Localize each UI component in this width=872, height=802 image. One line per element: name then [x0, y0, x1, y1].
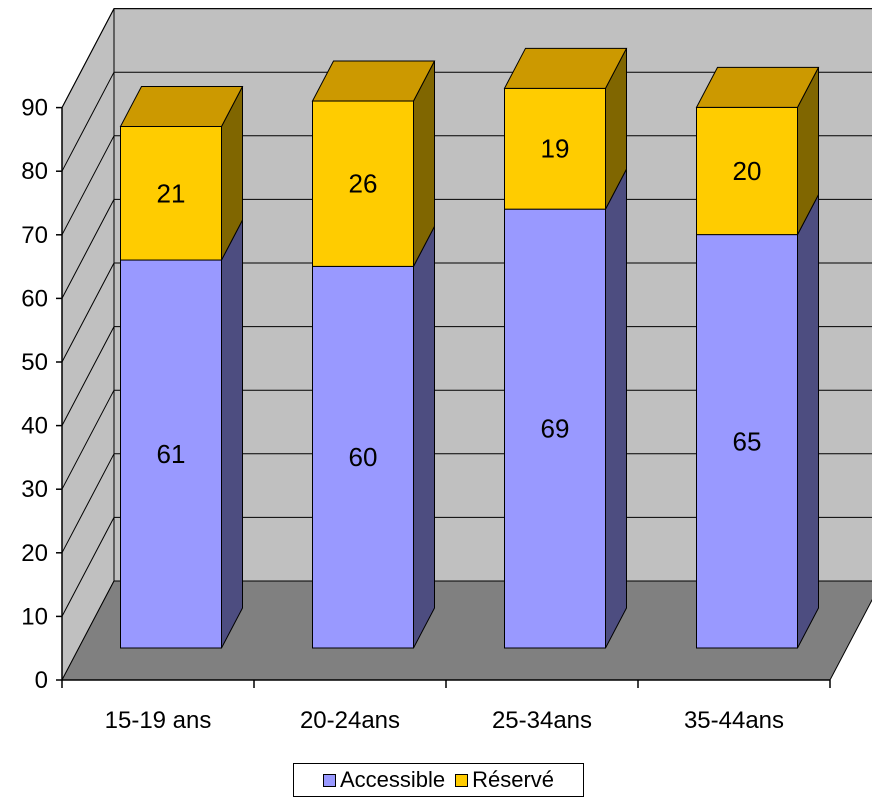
data-labels: 61 21 60 26 69 19 65 20: [157, 134, 762, 472]
legend-label-reserve: Réservé: [472, 767, 555, 792]
data-label-accessible-2: 69: [541, 414, 570, 444]
gridline-side: [61, 326, 115, 426]
bar-accessible-0: [120, 259, 222, 649]
gridline-side: [61, 262, 115, 363]
gridline-side: [61, 8, 115, 108]
chart-walls: [61, 8, 872, 681]
x-tick-label: 20-24ans: [300, 707, 400, 734]
bars: [119, 47, 820, 649]
gridline-side: [61, 199, 115, 299]
bar-rserv-2: [504, 87, 606, 210]
gridline-side: [61, 389, 115, 490]
bar-accessible-3: [696, 234, 798, 649]
x-tick-label: 35-44ans: [684, 707, 784, 734]
tick-labels: 0 10 20 30 40 50 60 70 80 90 15-19 ans 20-24ans 25-3…: [21, 95, 784, 734]
bar-side-accessible-2: [605, 168, 627, 649]
bar-rserv-1: [312, 100, 414, 267]
axes: [56, 106, 831, 688]
data-label-rserv-0: 21: [157, 178, 186, 208]
legend-label-accessible: Accessible: [339, 767, 446, 792]
y-tick-label: 60: [21, 285, 48, 312]
y-tick-label: 40: [21, 413, 48, 440]
x-tick-label: 25-34ans: [492, 707, 592, 734]
y-tick-label: 0: [35, 667, 48, 694]
data-label-rserv-3: 20: [733, 156, 762, 186]
side-wall: [61, 8, 115, 681]
y-tick-label: 80: [21, 158, 48, 185]
bar-side-accessible-3: [797, 194, 819, 649]
y-tick-label: 10: [21, 603, 48, 630]
y-tick-label: 70: [21, 222, 48, 249]
data-label-accessible-1: 60: [349, 442, 378, 472]
bar-top-3: [695, 66, 820, 108]
legend-item-reserve: Réservé: [455, 767, 554, 793]
legend-item-accessible: Accessible: [322, 767, 446, 793]
gridline-side: [61, 135, 115, 236]
legend: Accessible Réservé: [293, 763, 584, 797]
bar-side-accessible-1: [413, 226, 435, 649]
bar-top-2: [503, 47, 628, 89]
bar-accessible-2: [504, 208, 606, 649]
legend-swatch-accessible: [322, 773, 336, 787]
y-tick-label: 20: [21, 540, 48, 567]
gridline-side: [61, 517, 115, 617]
legend-swatch-reserve: [455, 773, 469, 787]
y-tick-label: 90: [21, 95, 48, 122]
x-tick-label: 15-19 ans: [105, 707, 212, 734]
bar-rserv-0: [120, 125, 222, 261]
y-tick-label: 30: [21, 476, 48, 503]
y-tick-label: 50: [21, 349, 48, 376]
data-label-accessible-3: 65: [733, 426, 762, 456]
gridline-side: [61, 453, 115, 554]
bar-accessible-1: [312, 265, 414, 649]
data-label-rserv-1: 26: [349, 169, 378, 199]
bar-top-1: [311, 60, 436, 102]
gridline-side: [61, 71, 115, 172]
data-label-accessible-0: 61: [157, 439, 186, 469]
bar-side-accessible-0: [221, 219, 243, 649]
data-label-rserv-2: 19: [541, 134, 570, 164]
bar-top-0: [119, 85, 244, 127]
